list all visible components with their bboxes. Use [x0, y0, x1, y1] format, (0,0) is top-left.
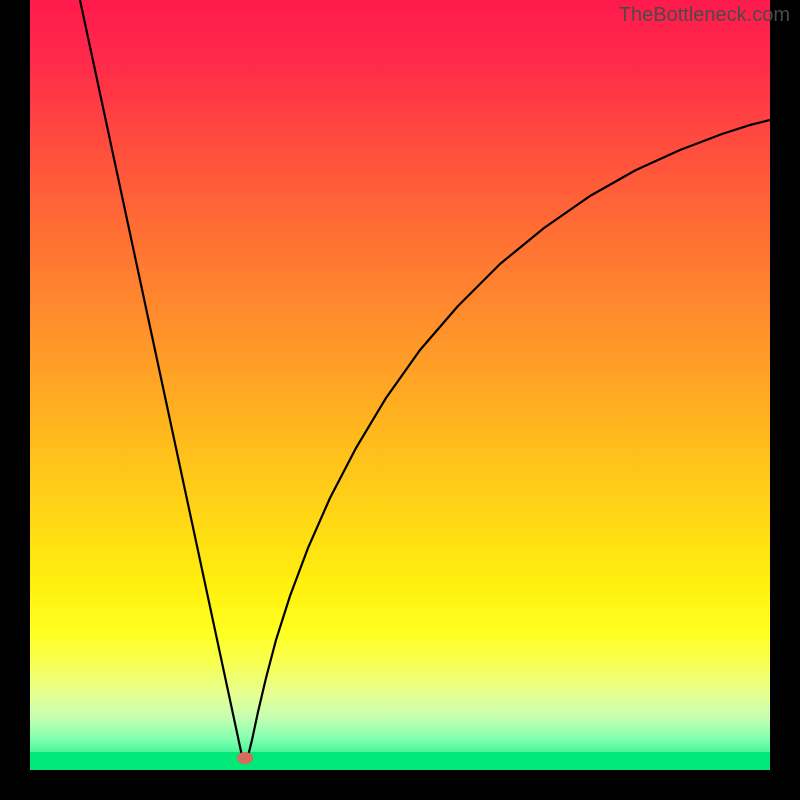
minimum-marker — [237, 752, 253, 764]
axis-frame-left — [0, 0, 30, 800]
watermark-text: TheBottleneck.com — [619, 4, 790, 27]
axis-frame-right — [770, 0, 800, 800]
curve-path — [80, 0, 770, 756]
plot-area — [30, 0, 770, 770]
bottleneck-curve — [30, 0, 770, 770]
axis-frame-bottom — [0, 770, 800, 800]
bottleneck-chart: TheBottleneck.com — [0, 0, 800, 800]
